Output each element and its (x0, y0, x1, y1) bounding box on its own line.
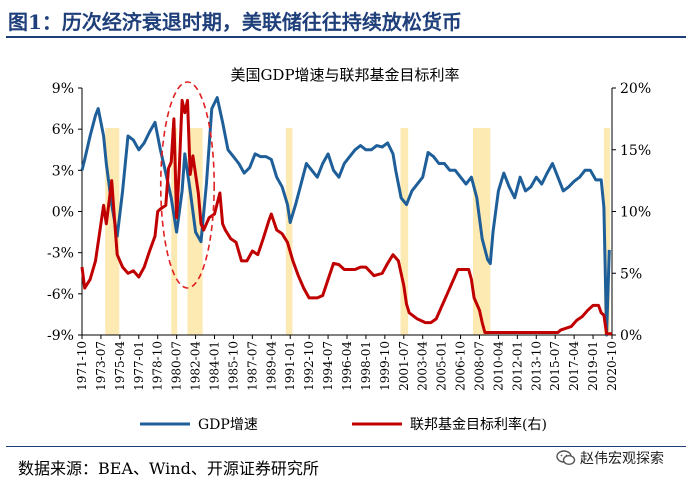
x-tick-label: 2001-07 (397, 341, 411, 391)
y-tick-label-left: 9% (52, 81, 74, 97)
x-tick-label: 2008-07 (473, 341, 487, 391)
series-lines (80, 96, 612, 337)
x-tick-label: 1999-10 (378, 341, 392, 391)
y-tick-label-right: 0% (620, 328, 642, 344)
y-tick-label-left: 0% (52, 205, 74, 221)
highlight-ellipse (159, 81, 215, 289)
recession-band (603, 128, 610, 335)
y-tick-label-left: -9% (47, 328, 74, 344)
y-tick-label-right: 5% (620, 266, 642, 282)
x-tick-label: 2013-10 (529, 341, 543, 391)
legend: GDP增速 联邦基金目标利率(右) (140, 416, 547, 433)
recession-band (285, 128, 293, 335)
x-tick-label: 1996-04 (340, 341, 354, 391)
x-tick-label: 2020-10 (605, 341, 619, 391)
x-tick-label: 2010-04 (491, 341, 505, 391)
x-tick-label: 2019-01 (586, 341, 600, 391)
x-tick-label: 1991-01 (283, 341, 297, 391)
y-tick-label-left: 6% (52, 122, 74, 138)
x-tick-label: 2015-07 (548, 341, 562, 391)
x-tick-label: 2003-04 (416, 341, 430, 391)
x-tick-label: 1971-10 (75, 341, 89, 391)
recession-band (400, 128, 409, 335)
x-tick-label: 1980-07 (170, 341, 184, 391)
gdp-growth-line (80, 96, 611, 337)
x-tick-label: 2017-04 (567, 341, 581, 391)
wechat-logo-icon (556, 450, 576, 466)
y-tick-label-right: 20% (620, 81, 651, 97)
annotations (159, 81, 215, 289)
x-tick-label: 1987-07 (245, 341, 259, 391)
x-tick-label: 1982-04 (189, 341, 203, 391)
watermark: 赵伟宏观探索 (556, 448, 664, 468)
y-tick-label-left: -3% (47, 246, 74, 262)
legend-label-rate: 联邦基金目标利率(右) (410, 416, 547, 433)
x-tick-label: 1998-01 (359, 341, 373, 391)
x-tick-label: 2005-01 (435, 341, 449, 391)
fed-funds-rate-line (80, 98, 612, 336)
x-tick-label: 1994-07 (321, 341, 335, 391)
y-tick-label-right: 15% (620, 143, 651, 159)
y-tick-label-right: 10% (620, 205, 651, 221)
x-tick-label: 1989-04 (264, 341, 278, 391)
x-tick-label: 1977-01 (132, 341, 146, 391)
figure-title: 图1：历次经济衰退时期，美联储往往持续放松货币 (8, 10, 462, 34)
axis-ticks: 9% 6% 3% 0% -3% -6% -9% 20% 15% 10% 5% 0% 1971-10 197… (47, 81, 651, 391)
recession-band (171, 128, 178, 335)
source-note: 数据来源：BEA、Wind、开源证券研究所 (18, 459, 319, 478)
y-tick-label-left: 3% (52, 163, 74, 179)
x-tick-label: 2006-10 (454, 341, 468, 391)
legend-label-gdp: GDP增速 (198, 417, 258, 433)
y-tick-label-left: -6% (47, 287, 74, 303)
watermark-text: 赵伟宏观探索 (580, 451, 664, 467)
x-tick-label: 1975-04 (113, 341, 127, 391)
x-tick-label: 1978-10 (151, 341, 165, 391)
x-tick-label: 1984-01 (208, 341, 222, 391)
source-rule (6, 446, 686, 447)
x-tick-label: 1992-10 (302, 341, 316, 391)
x-tick-label: 1985-10 (226, 341, 240, 391)
chart-title: 美国GDP增速与联邦基金目标利率 (230, 66, 459, 84)
x-tick-label: 2012-01 (510, 341, 524, 391)
title-rule (6, 36, 686, 38)
x-tick-label: 1973-07 (94, 341, 108, 391)
